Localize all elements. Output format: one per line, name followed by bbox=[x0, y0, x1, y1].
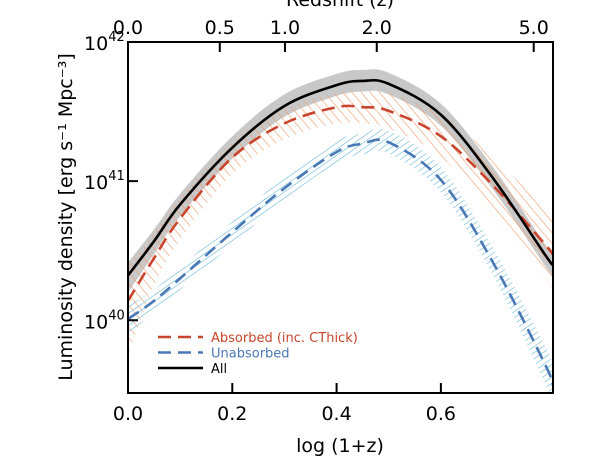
y-tick-label: 1041 bbox=[84, 169, 125, 194]
y-tick-label: 1042 bbox=[84, 30, 125, 55]
y-tick-base: 10 bbox=[84, 172, 108, 194]
series-line bbox=[128, 104, 553, 302]
x2-tick-label: 5.0 bbox=[519, 17, 549, 39]
x-axis-title: log (1+z) bbox=[296, 435, 384, 457]
x2-tick-label: 2.0 bbox=[362, 17, 392, 39]
legend-label: Unabsorbed bbox=[211, 347, 290, 362]
uncertainty-band bbox=[128, 128, 553, 393]
uncertainty-band bbox=[128, 90, 553, 356]
y-tick-base: 10 bbox=[84, 33, 108, 55]
x-tick-label: 0.2 bbox=[217, 403, 247, 425]
y-tick-exponent: 42 bbox=[108, 30, 125, 45]
y-tick-base: 10 bbox=[84, 311, 108, 333]
x2-tick-label: 1.0 bbox=[270, 17, 300, 39]
series-line bbox=[128, 138, 553, 386]
plot-frame bbox=[127, 41, 554, 394]
y-tick-exponent: 40 bbox=[108, 308, 125, 323]
y-tick-exponent: 41 bbox=[108, 169, 125, 184]
x2-tick-label: 0.5 bbox=[205, 17, 235, 39]
y-tick-label: 1040 bbox=[84, 308, 125, 333]
legend-label: Absorbed (inc. CThick) bbox=[211, 331, 358, 346]
top-axis-title: Redshift (z) bbox=[286, 0, 394, 11]
legend-label: All bbox=[211, 362, 227, 377]
x-tick-label: 0.4 bbox=[321, 403, 351, 425]
x-tick-label: 0.6 bbox=[426, 403, 456, 425]
x2-tick-label: 0.0 bbox=[113, 17, 143, 39]
x-tick-label: 0.0 bbox=[113, 403, 143, 425]
series-line bbox=[128, 78, 553, 277]
bands bbox=[128, 69, 553, 393]
y-axis-title: Luminosity density [erg s⁻¹ Mpc⁻³] bbox=[55, 53, 77, 381]
lines bbox=[128, 78, 553, 386]
